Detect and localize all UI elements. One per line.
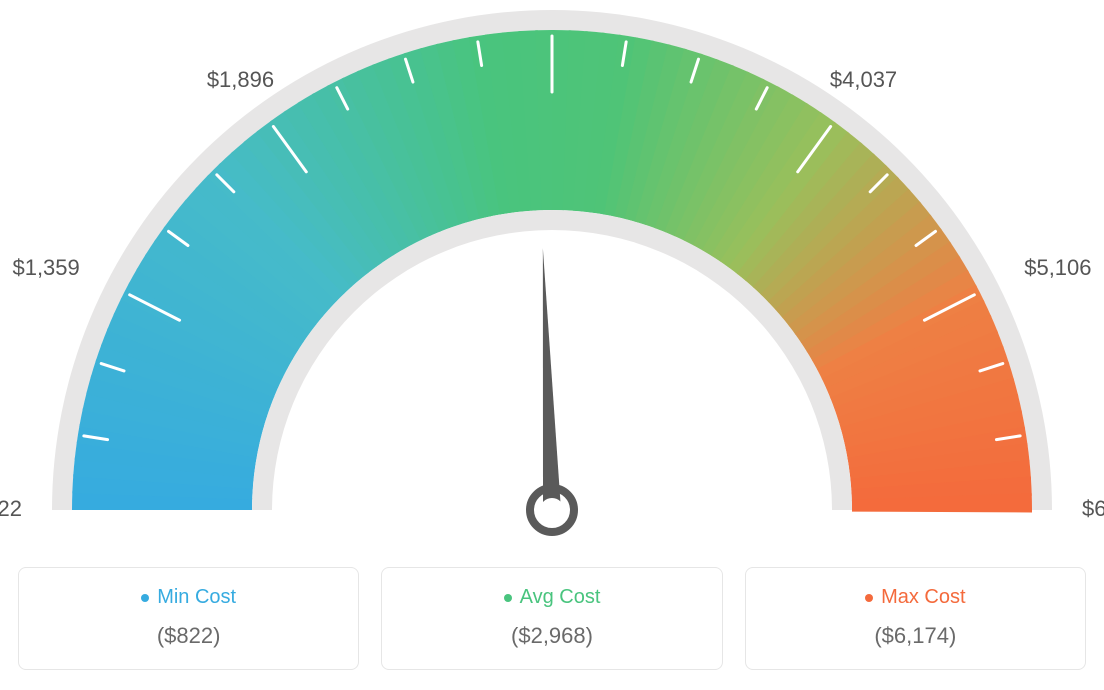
legend-value-min: ($822) [29,623,348,649]
gauge-chart-wrap: $822$1,359$1,896$2,968$4,037$5,106$6,174… [0,0,1104,690]
legend-label-min: Min Cost [157,586,236,609]
legend-dot-max [865,594,873,602]
legend-card-max: Max Cost ($6,174) [745,567,1086,670]
legend-label-avg: Avg Cost [520,586,601,609]
cost-gauge: $822$1,359$1,896$2,968$4,037$5,106$6,174 [0,0,1104,560]
legend-card-avg: Avg Cost ($2,968) [381,567,722,670]
legend-label-max: Max Cost [881,586,965,609]
gauge-scale-label: $1,896 [207,67,274,92]
gauge-needle [543,248,561,510]
gauge-needle-hub-inner [540,498,564,522]
gauge-scale-label: $822 [0,496,22,521]
gauge-scale-label: $5,106 [1024,255,1091,280]
legend-value-max: ($6,174) [756,623,1075,649]
legend-dot-min [141,594,149,602]
legend-card-min: Min Cost ($822) [18,567,359,670]
legend-row: Min Cost ($822) Avg Cost ($2,968) Max Co… [0,567,1104,670]
gauge-scale-label: $6,174 [1082,496,1104,521]
legend-value-avg: ($2,968) [392,623,711,649]
gauge-scale-label: $1,359 [12,255,79,280]
gauge-scale-label: $4,037 [830,67,897,92]
legend-dot-avg [504,594,512,602]
